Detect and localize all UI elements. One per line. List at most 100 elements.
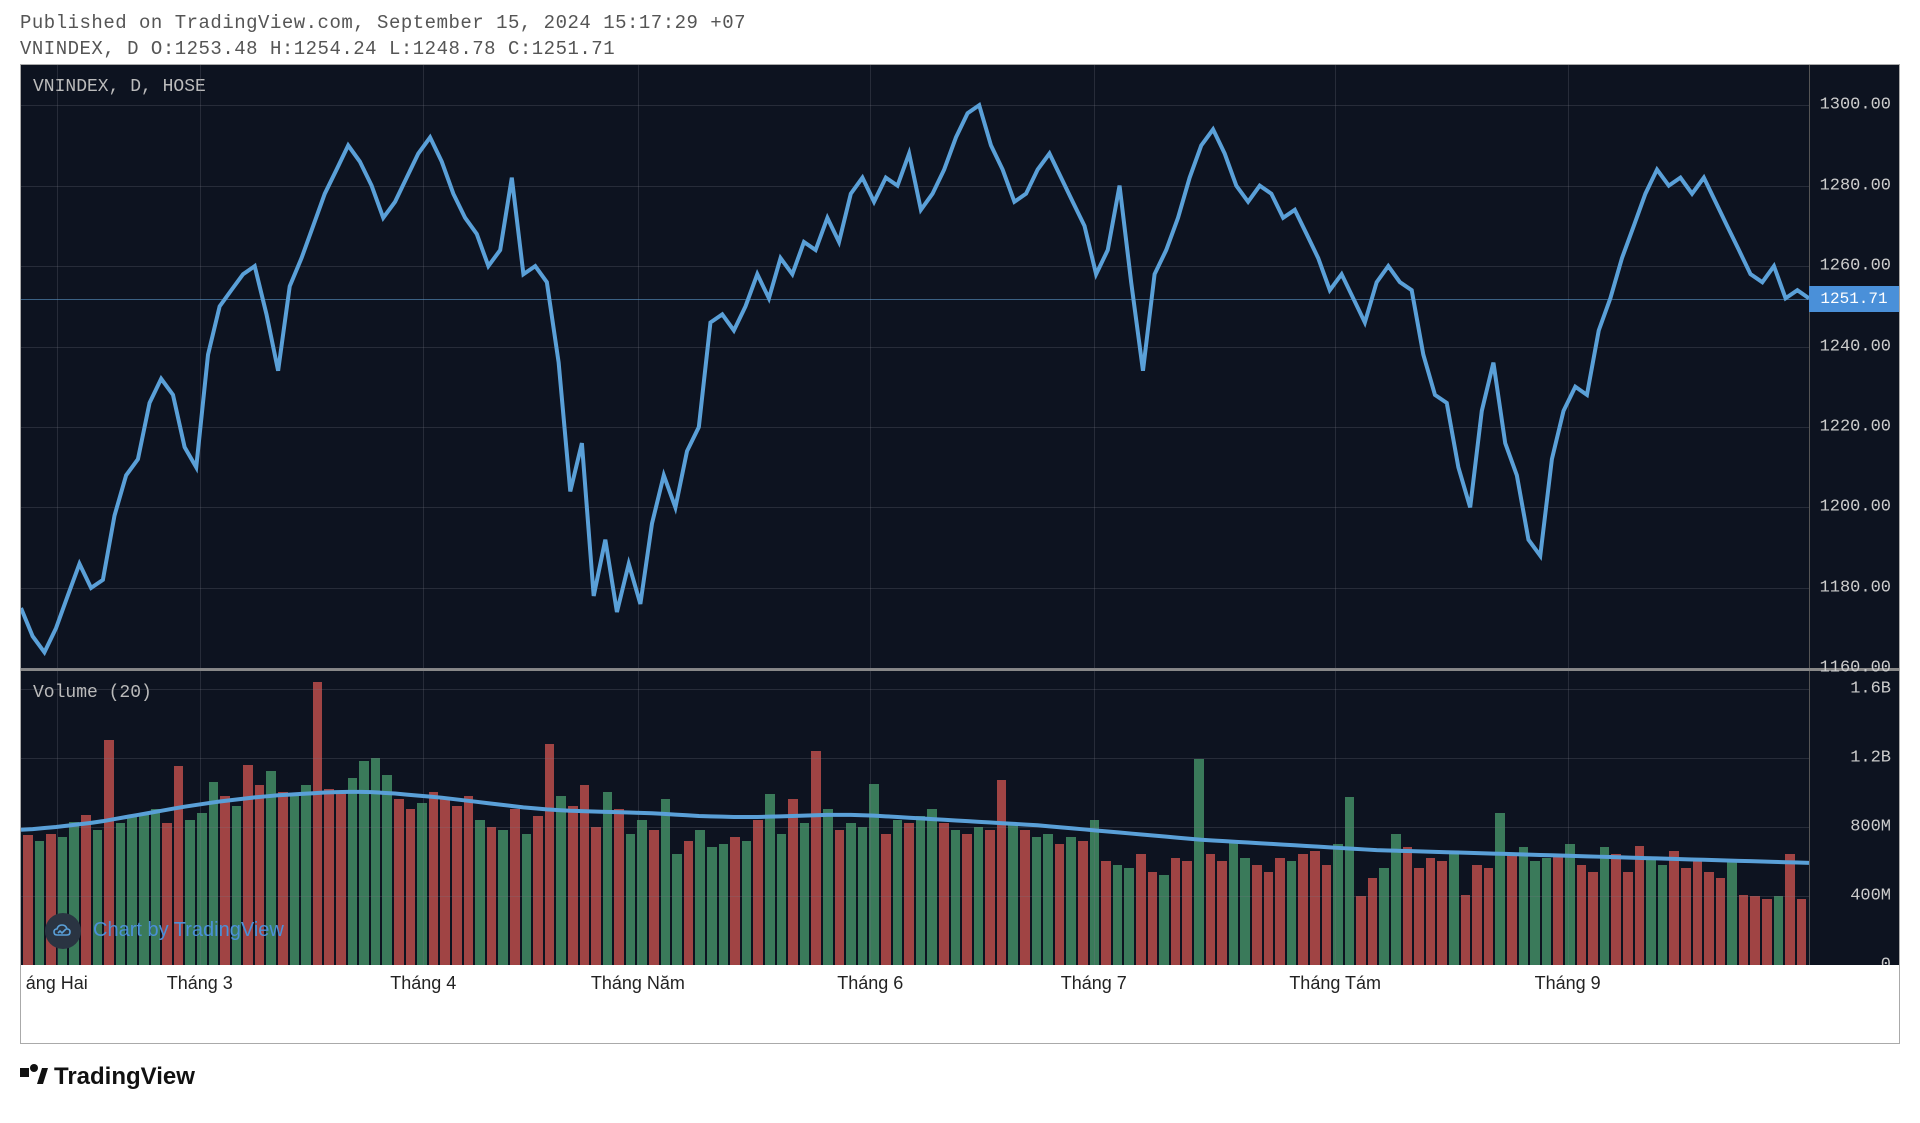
volume-bar — [1600, 847, 1610, 964]
volume-bar — [1495, 813, 1505, 965]
volume-bar — [382, 775, 392, 965]
volume-bar — [614, 809, 624, 964]
attribution[interactable]: Chart by TradingView — [45, 913, 284, 949]
chart-container[interactable]: VNINDEX, D, HOSE 1160.001180.001200.0012… — [20, 64, 1900, 1044]
volume-bar — [846, 823, 856, 965]
publish-info: Published on TradingView.com, September … — [20, 12, 1900, 34]
volume-bar — [1055, 844, 1065, 965]
price-ytick: 1260.00 — [1820, 257, 1891, 276]
volume-bar — [348, 778, 358, 964]
xaxis-label: Tháng 3 — [167, 973, 233, 994]
volume-bar — [1032, 837, 1042, 965]
volume-bar — [1322, 865, 1332, 965]
volume-bar — [637, 820, 647, 965]
volume-bar — [1356, 896, 1366, 965]
volume-bar — [1588, 872, 1598, 965]
volume-bar — [336, 792, 346, 965]
gridline-v — [1568, 671, 1569, 964]
xaxis-label: Tháng 4 — [390, 973, 456, 994]
volume-bar — [464, 796, 474, 965]
volume-bar — [23, 835, 33, 964]
volume-bar — [1553, 854, 1563, 965]
volume-bar — [719, 844, 729, 965]
volume-bar — [893, 820, 903, 965]
volume-bar — [440, 799, 450, 965]
volume-bar — [1310, 851, 1320, 965]
volume-bar — [1426, 858, 1436, 965]
volume-gridline — [21, 758, 1809, 759]
volume-bar — [1182, 861, 1192, 965]
volume-bar — [545, 744, 555, 965]
volume-bar — [1264, 872, 1274, 965]
volume-bar — [1008, 823, 1018, 965]
volume-bar — [881, 834, 891, 965]
volume-bar — [371, 758, 381, 965]
volume-bar — [835, 830, 845, 965]
volume-bar — [290, 796, 300, 965]
volume-bar — [1437, 861, 1447, 965]
volume-bar — [1136, 854, 1146, 964]
volume-bar — [406, 809, 416, 964]
volume-bar — [1345, 797, 1355, 964]
volume-bar — [359, 761, 369, 965]
volume-bar — [313, 682, 323, 965]
volume-bar — [1785, 854, 1795, 964]
volume-bar — [695, 830, 705, 965]
volume-bar — [1066, 837, 1076, 965]
volume-gridline — [21, 689, 1809, 690]
price-panel[interactable]: VNINDEX, D, HOSE 1160.001180.001200.0012… — [21, 65, 1899, 671]
volume-bar — [1240, 858, 1250, 965]
gridline-v — [1335, 671, 1336, 964]
volume-bar — [1287, 861, 1297, 965]
volume-bar — [1379, 868, 1389, 965]
volume-bar — [475, 820, 485, 965]
volume-bar — [1484, 868, 1494, 965]
volume-bar — [1716, 878, 1726, 964]
volume-bar — [1658, 865, 1668, 965]
xaxis-panel: áng HaiTháng 3Tháng 4Tháng NămTháng 6Thá… — [21, 965, 1899, 1043]
volume-plot-area[interactable]: Volume (20) Chart by TradingView — [21, 671, 1809, 964]
volume-bar — [1727, 861, 1737, 965]
volume-bar — [1391, 834, 1401, 965]
price-gridline — [21, 668, 1809, 669]
volume-bar — [1403, 847, 1413, 964]
volume-bar — [324, 789, 334, 965]
volume-bar — [1078, 841, 1088, 965]
xaxis-label: áng Hai — [26, 973, 88, 994]
volume-bar — [1298, 854, 1308, 964]
volume-bar — [1646, 858, 1656, 965]
volume-bar — [1530, 861, 1540, 965]
volume-bar — [1020, 830, 1030, 965]
volume-bar — [1611, 854, 1621, 964]
volume-bar — [1171, 858, 1181, 965]
volume-bar — [1577, 865, 1587, 965]
volume-bar — [556, 796, 566, 965]
volume-bar — [1472, 865, 1482, 965]
tv-logo-text: TradingView — [54, 1063, 195, 1091]
volume-bar — [753, 820, 763, 965]
volume-bar — [939, 823, 949, 965]
volume-panel[interactable]: Volume (20) Chart by TradingView 0400M80… — [21, 671, 1899, 964]
price-ytick: 1200.00 — [1820, 498, 1891, 517]
volume-bar — [649, 830, 659, 965]
attribution-text: Chart by TradingView — [93, 919, 284, 942]
volume-bar — [951, 830, 961, 965]
xaxis-label: Tháng 6 — [837, 973, 903, 994]
xaxis-label: Tháng Tám — [1289, 973, 1381, 994]
gridline-v — [870, 671, 871, 964]
volume-bar — [997, 780, 1007, 965]
volume-bar — [1194, 759, 1204, 964]
tradingview-logo[interactable]: TradingView — [20, 1062, 1900, 1091]
volume-bar — [962, 834, 972, 965]
volume-bar — [568, 806, 578, 965]
volume-bar — [1414, 868, 1424, 965]
volume-bar — [1101, 861, 1111, 965]
volume-bar — [1229, 841, 1239, 965]
price-plot-area[interactable]: VNINDEX, D, HOSE — [21, 65, 1809, 668]
volume-bar — [1113, 865, 1123, 965]
volume-ytick: 400M — [1850, 886, 1891, 905]
volume-bar — [1368, 878, 1378, 964]
ohlc-info: VNINDEX, D O:1253.48 H:1254.24 L:1248.78… — [20, 38, 1900, 60]
volume-bar — [533, 816, 543, 964]
volume-bar — [927, 809, 937, 964]
